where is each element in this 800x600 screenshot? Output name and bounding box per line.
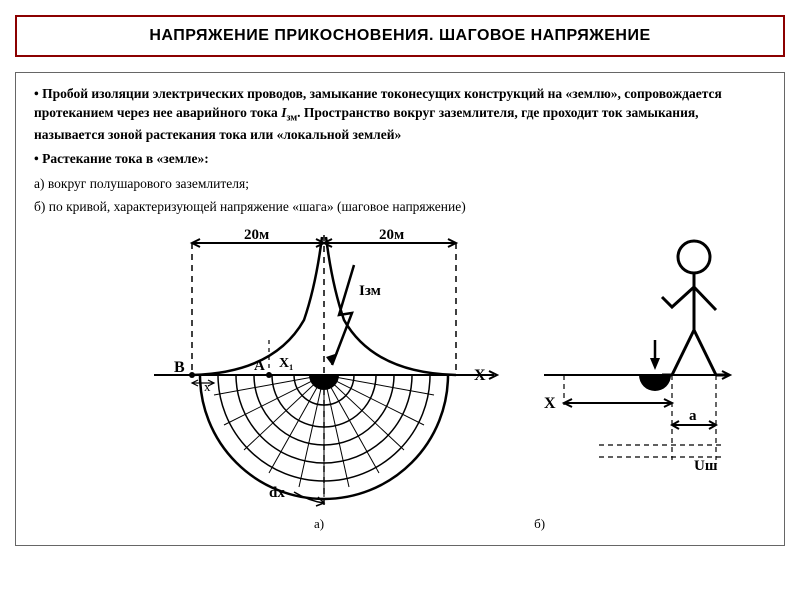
stick-figure-icon bbox=[662, 241, 726, 375]
diagram-a: 20м 20м Iзм bbox=[154, 227, 497, 510]
page-title: НАПРЯЖЕНИЕ ПРИКОСНОВЕНИЯ. ШАГОВОЕ НАПРЯЖ… bbox=[37, 27, 763, 45]
label-20m-right: 20м bbox=[379, 227, 404, 243]
label-a: a bbox=[689, 408, 697, 424]
label-20m-left: 20м bbox=[244, 227, 269, 243]
bullet1-sub: зм bbox=[286, 113, 297, 124]
bullet2-text: Растекание тока в «земле»: bbox=[42, 151, 209, 166]
diagram-b: X a Uш bbox=[544, 241, 730, 474]
label-A: A bbox=[254, 358, 265, 374]
label-B: B bbox=[174, 359, 185, 376]
label-X-right: X bbox=[474, 367, 486, 384]
bullet-1: Пробой изоляции электрических проводов, … bbox=[34, 85, 766, 144]
label-X-b: X bbox=[544, 395, 556, 412]
label-Izm: Iзм bbox=[359, 283, 381, 299]
diagram-svg: 20м 20м Iзм bbox=[34, 225, 774, 515]
caption-b: б) bbox=[534, 515, 545, 533]
content-box: Пробой изоляции электрических проводов, … bbox=[15, 72, 785, 546]
bullet-2: Растекание тока в «земле»: bbox=[34, 150, 766, 169]
line-a: а) вокруг полушарового заземлителя; bbox=[34, 175, 766, 194]
title-box: НАПРЯЖЕНИЕ ПРИКОСНОВЕНИЯ. ШАГОВОЕ НАПРЯЖ… bbox=[15, 15, 785, 57]
caption-row: а) б) bbox=[34, 515, 766, 533]
line-b: б) по кривой, характеризующей напряжение… bbox=[34, 198, 766, 217]
caption-a: а) bbox=[314, 515, 324, 533]
diagram-area: 20м 20м Iзм bbox=[34, 225, 766, 535]
label-X1: X₁ bbox=[279, 356, 293, 371]
label-dx: dx bbox=[269, 485, 285, 501]
label-Ush: Uш bbox=[694, 458, 718, 474]
